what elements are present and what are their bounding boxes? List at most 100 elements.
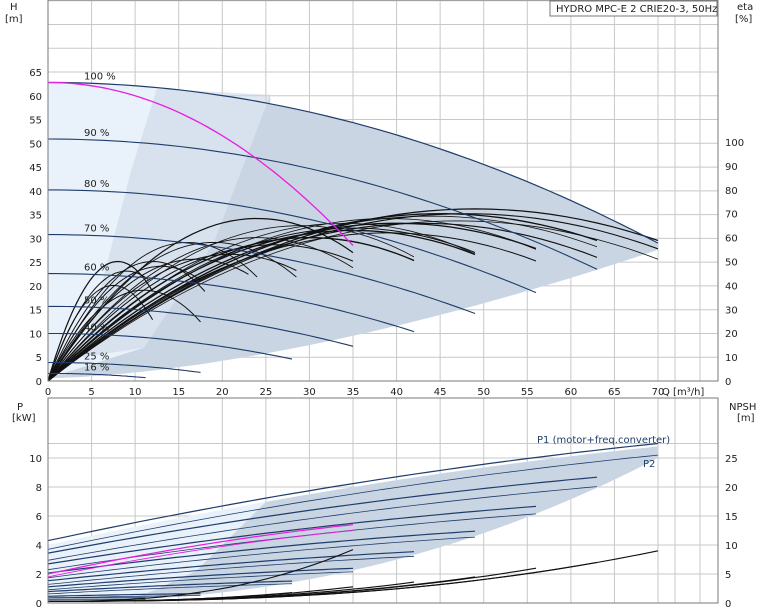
x-tick-label: 35 — [347, 387, 360, 398]
x-tick-label: 20 — [216, 387, 229, 398]
head-chart: 0 5 10 15 20 25 30 35 40 45 50 55 60 65 70 0 5 10 15 20 25 30… — [5, 0, 753, 398]
power-chart: 0 2 4 6 8 10 0 5 10 15 20 25 P [kW] NPSH [m] P1 (mo… — [12, 398, 756, 610]
operating-area-wedge — [82, 88, 271, 358]
p-tick-label: 6 — [36, 512, 42, 523]
power-chart-frame — [47, 397, 719, 604]
speed-percent-label: 60 % — [84, 263, 109, 274]
y2-tick-label: 40 — [725, 281, 738, 292]
eta-curve — [47, 225, 415, 382]
y2-tick-label: 10 — [725, 353, 738, 364]
eta-curve — [47, 213, 598, 382]
y2-tick-label: 100 — [725, 138, 744, 149]
x-tick-label: 5 — [88, 387, 94, 398]
p2-curve — [47, 486, 598, 561]
y-tick-label: 50 — [29, 139, 42, 150]
y2-tick-label: 0 — [725, 377, 731, 388]
speed-percent-label: 25 % — [84, 351, 109, 362]
p2-curve — [47, 454, 659, 550]
y-tick-label: 0 — [36, 377, 42, 388]
x-tick-label: 45 — [434, 387, 447, 398]
speed-percent-label: 50 % — [84, 295, 109, 306]
speed-curve — [48, 305, 354, 347]
y-tick-label: 65 — [29, 68, 42, 79]
x-tick-label: 70 — [652, 387, 665, 398]
chart-title: HYDRO MPC-E 2 CRIE20-3, 50Hz — [556, 4, 717, 15]
x-tick-label: 60 — [564, 387, 577, 398]
y-tick-label: 60 — [29, 92, 42, 103]
p1-curve — [47, 530, 476, 574]
chart-title-box — [549, 0, 718, 17]
y2-tick-label: 60 — [725, 234, 738, 245]
speed-curve — [48, 81, 659, 244]
p1-curve — [47, 551, 415, 582]
power-chart-operating-area — [48, 446, 658, 602]
eta-curve — [47, 227, 476, 382]
npsh-tick-label: 10 — [725, 541, 738, 552]
y-tick-label: 55 — [29, 116, 42, 127]
npsh-tick-label: 5 — [725, 570, 731, 581]
head-chart-curves — [47, 81, 659, 382]
y-tick-label: 15 — [29, 306, 42, 317]
eta-curve — [47, 289, 201, 382]
eta-curve — [47, 208, 659, 382]
y2-tick-label: 90 — [725, 162, 738, 173]
y2-axis-unit-percent: [%] — [735, 14, 752, 25]
speed-percent-labels: 100 % 90 % 80 % 70 % 60 % 50 % 40 % 25 %16 % — [84, 71, 116, 373]
power-chart-ticks: 0 2 4 6 8 10 0 5 10 15 20 25 — [29, 454, 737, 610]
speed-percent-label: 40 % — [84, 322, 109, 333]
p2-curve — [47, 583, 293, 595]
eta-curve — [47, 222, 598, 382]
speed-percent-label: 80 % — [84, 179, 109, 190]
y-tick-label: 25 — [29, 258, 42, 269]
p1-curve-label: P1 (motor+freq.converter) — [537, 435, 670, 446]
power-chart-curves — [47, 442, 659, 602]
x-tick-label: 30 — [303, 387, 316, 398]
eta-curve — [47, 236, 415, 382]
speed-curve — [48, 189, 537, 294]
x-tick-label: 10 — [129, 387, 142, 398]
speed-curve — [48, 361, 201, 373]
x-tick-label: 65 — [608, 387, 621, 398]
y2-tick-label: 20 — [725, 329, 738, 340]
npsh-curve — [48, 592, 293, 602]
speed-curve — [48, 332, 293, 360]
p-tick-label: 10 — [29, 454, 42, 465]
p-tick-label: 2 — [36, 570, 42, 581]
p1-curve — [47, 505, 537, 565]
y-axis-label-h: H — [10, 2, 18, 13]
y2-tick-label: 50 — [725, 258, 738, 269]
y-tick-label: 40 — [29, 187, 42, 198]
eta-curve — [47, 222, 476, 382]
y-axis-label-p: P — [17, 402, 23, 413]
y2-tick-label: 70 — [725, 210, 738, 221]
speed-percent-label: 16 % — [84, 362, 109, 373]
y2-axis-unit-m: [m] — [737, 413, 755, 424]
y2-axis-label-npsh: NPSH — [729, 402, 756, 413]
eta-curve — [47, 222, 537, 382]
y-tick-label: 45 — [29, 163, 42, 174]
eta-curve — [47, 265, 201, 382]
p2-curve-label: P2 — [643, 459, 655, 470]
eta-curve — [47, 229, 476, 382]
x-tick-label: 55 — [521, 387, 534, 398]
x-tick-label: 15 — [172, 387, 185, 398]
p-tick-label: 8 — [36, 483, 42, 494]
eta-curve — [47, 220, 659, 382]
p-tick-label: 0 — [36, 599, 42, 610]
y-tick-label: 30 — [29, 234, 42, 245]
npsh-tick-label: 25 — [725, 454, 738, 465]
operating-point-curve — [48, 81, 354, 246]
npsh-tick-label: 20 — [725, 483, 738, 494]
power-area-dark — [48, 446, 658, 602]
p1-curve — [47, 476, 598, 554]
speed-curve — [48, 372, 146, 379]
p2-curve — [47, 555, 415, 585]
p2-curve — [47, 571, 354, 591]
eta-curve — [47, 270, 149, 382]
y-axis-unit-m: [m] — [5, 14, 23, 25]
eta-curve — [47, 260, 154, 382]
x-axis-label: Q [m³/h] — [662, 387, 704, 398]
y-tick-label: 35 — [29, 211, 42, 222]
operating-area-dark — [48, 94, 658, 379]
